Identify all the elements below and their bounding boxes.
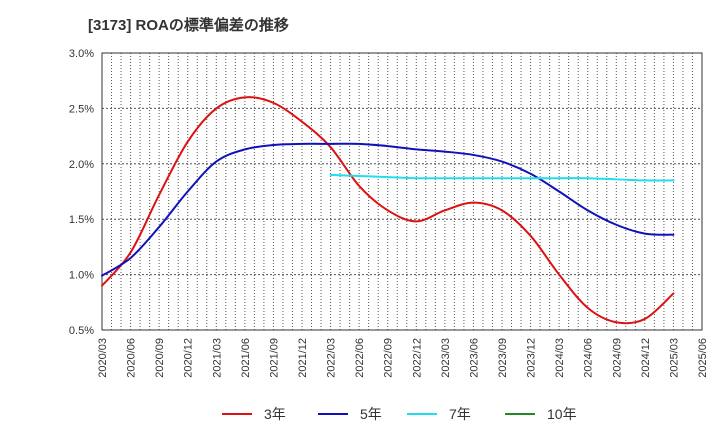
- x-tick-label: 2022/03: [326, 338, 338, 378]
- x-tick-label: 2025/06: [697, 338, 709, 378]
- legend-label-4: 10年: [547, 406, 577, 422]
- x-tick-label: 2020/06: [126, 338, 138, 378]
- x-tick-label: 2024/09: [611, 338, 623, 378]
- x-tick-label: 2023/09: [497, 338, 509, 378]
- x-tick-label: 2023/03: [440, 338, 452, 378]
- x-tick-label: 2024/03: [554, 338, 566, 378]
- y-tick-label: 0.5%: [69, 325, 94, 337]
- y-tick-label: 2.5%: [69, 103, 94, 115]
- plot-frame: [101, 52, 703, 331]
- x-tick-label: 2022/09: [383, 338, 395, 378]
- legend-label-3: 7年: [449, 406, 471, 422]
- x-tick-label: 2020/12: [183, 338, 195, 378]
- series-line-1: [101, 96, 675, 325]
- x-tick-label: 2020/09: [154, 338, 166, 378]
- x-tick-label: 2022/06: [354, 338, 366, 378]
- x-tick-label: 2024/06: [583, 338, 595, 378]
- series-line-3: [329, 173, 675, 182]
- series-line-2: [101, 142, 675, 277]
- x-tick-label: 2020/03: [97, 338, 109, 378]
- y-tick-label: 3.0%: [69, 48, 94, 60]
- chart-title: [3173] ROAの標準偏差の推移: [88, 17, 289, 34]
- legend-label-1: 3年: [264, 406, 286, 422]
- y-tick-label: 1.5%: [69, 214, 94, 226]
- plot-area: [102, 53, 702, 330]
- x-tick-label: 2022/12: [411, 338, 423, 378]
- x-tick-label: 2021/03: [211, 338, 223, 378]
- x-tick-label: 2023/06: [468, 338, 480, 378]
- x-tick-label: 2024/12: [640, 338, 652, 378]
- x-tick-label: 2021/06: [240, 338, 252, 378]
- x-tick-label: 2021/09: [268, 338, 280, 378]
- x-tick-label: 2021/12: [297, 338, 309, 378]
- y-tick-label: 1.0%: [69, 270, 94, 282]
- x-tick-label: 2023/12: [526, 338, 538, 378]
- x-tick-label: 2025/03: [668, 338, 680, 378]
- y-tick-label: 2.0%: [69, 159, 94, 171]
- legend-label-2: 5年: [360, 406, 382, 422]
